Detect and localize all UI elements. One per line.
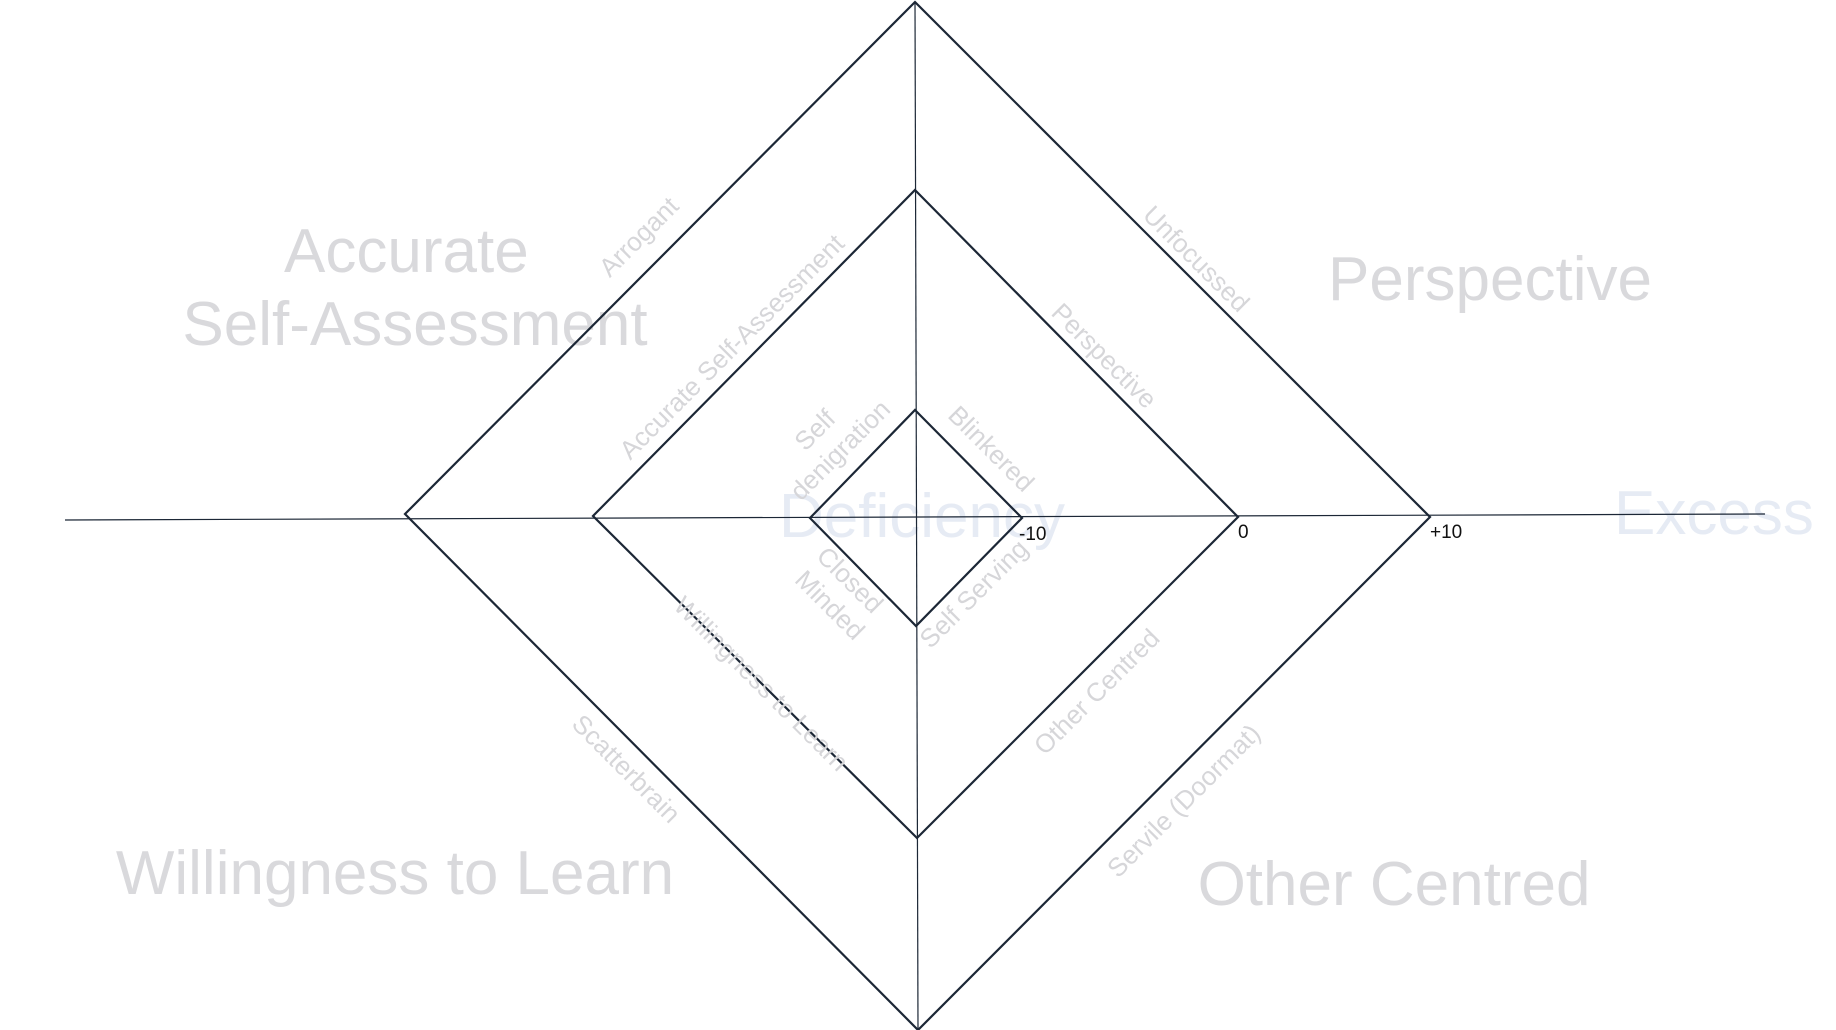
edge-label-closed-minded: Closed Minded [788, 541, 894, 647]
scale-label-minus-10: -10 [1019, 524, 1046, 545]
scale-label-plus-10: +10 [1430, 522, 1462, 543]
edge-label-perspective: Perspective [1046, 297, 1163, 414]
quadrant-label-bottom-right: Other Centred [1198, 850, 1591, 919]
edge-label-arrogant: Arrogant [593, 190, 685, 282]
vertical-axis [914, 1, 919, 1030]
edge-label-self-serving: Self Serving [913, 533, 1033, 653]
quadrant-label-top-left-line1: Accurate [284, 217, 529, 286]
outer-diamond [403, 0, 1432, 1030]
quadrant-label-top-left: Accurate Self-Assessment [182, 217, 647, 359]
inner-diamond [808, 408, 1024, 628]
edge-label-other-centred: Other Centred [1028, 623, 1166, 761]
scale-label-0: 0 [1238, 522, 1249, 543]
axis-label-excess: Excess [1614, 479, 1814, 548]
edge-label-unfocussed: Unfocussed [1137, 199, 1255, 317]
middle-diamond [591, 188, 1240, 840]
edge-label-scatterbrain: Scatterbrain [566, 708, 686, 828]
quadrant-label-top-right: Perspective [1328, 245, 1652, 314]
quadrant-label-top-left-line2: Self-Assessment [182, 290, 647, 359]
horizontal-axis [64, 513, 1766, 521]
quadrant-label-bottom-left: Willingness to Learn [116, 839, 674, 908]
